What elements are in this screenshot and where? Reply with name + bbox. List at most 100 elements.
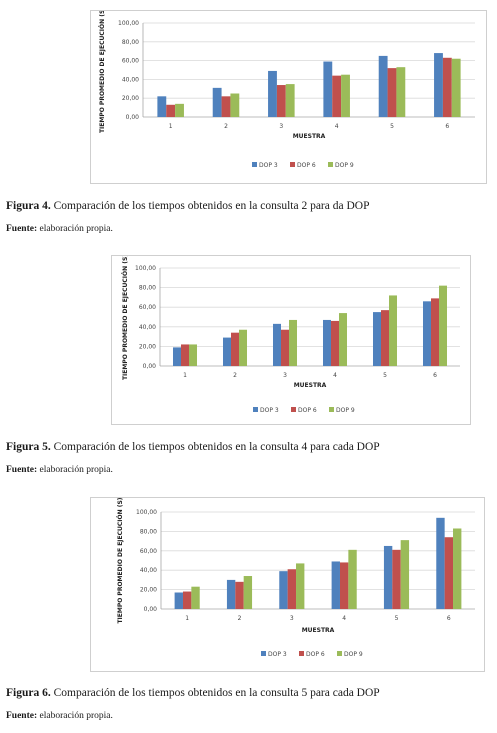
legend-swatch xyxy=(329,407,334,412)
legend-label: DOP 3 xyxy=(259,162,278,169)
y-tick-label: 20,00 xyxy=(139,343,156,350)
chart-figure-5: 0,00 20,00 40,00 60,00 80,00 100,00 1 2 3 4 5 6 MUES… xyxy=(111,255,471,425)
bar-dop9-2 xyxy=(243,576,253,609)
bar-dop3-5 xyxy=(378,55,388,117)
chart-svg-2: 0,00 20,00 40,00 60,00 80,00 100,00 1 2 3 4 5 6 MUES… xyxy=(122,256,460,414)
x-tick-label: 6 xyxy=(445,123,449,130)
x-tick-label: 1 xyxy=(185,615,189,622)
legend-label: DOP 9 xyxy=(344,651,363,658)
bar-dop3-2 xyxy=(226,579,236,609)
legend-swatch xyxy=(290,162,295,167)
bar-dop6-1 xyxy=(181,344,189,366)
x-axis-title: MUESTRA xyxy=(302,627,335,634)
x-tick-label: 4 xyxy=(342,615,346,622)
figure-4-caption: Figura 4. Comparación de los tiempos obt… xyxy=(6,200,369,212)
bar-dop6-6 xyxy=(431,298,439,366)
bar-dop9-6 xyxy=(453,528,462,609)
bar-dop6-5 xyxy=(392,549,401,609)
x-tick-label: 4 xyxy=(335,123,339,130)
y-tick-label: 100,00 xyxy=(135,265,156,272)
bar-dop6-5 xyxy=(387,68,397,117)
bar-dop6-6 xyxy=(442,57,452,117)
bar-dop9-6 xyxy=(451,58,461,117)
bar-dop6-1 xyxy=(166,104,176,117)
figure-6-source-label: Fuente: xyxy=(6,711,38,721)
bar-dop3-4 xyxy=(331,561,340,609)
figure-5-caption-text: Comparación de los tiempos obtenidos en … xyxy=(50,441,380,453)
y-tick-label: 60,00 xyxy=(140,548,157,555)
figure-4-label: Figura 4. xyxy=(6,200,51,212)
figure-6-source-text: elaboración propia. xyxy=(37,711,113,721)
legend-label: DOP 9 xyxy=(336,407,355,414)
bar-dop3-1 xyxy=(173,347,181,366)
legend-label: DOP 6 xyxy=(297,162,316,169)
figure-4-source: Fuente: elaboración propia. xyxy=(6,224,113,234)
bar-dop9-6 xyxy=(439,285,447,366)
figure-5-label: Figura 5. xyxy=(6,441,51,453)
bar-dop3-6 xyxy=(434,53,443,117)
bar-dop3-1 xyxy=(174,592,183,609)
x-tick-label: 6 xyxy=(447,615,451,622)
figure-4-source-label: Fuente: xyxy=(6,224,38,234)
y-tick-label: 40,00 xyxy=(122,76,139,83)
y-tick-label: 80,00 xyxy=(139,285,156,292)
bar-dop6-6 xyxy=(444,537,454,609)
bar-dop3-6 xyxy=(436,517,445,609)
bar-dop9-5 xyxy=(400,540,410,609)
figure-5-source-text: elaboración propia. xyxy=(37,465,113,475)
bar-dop3-2 xyxy=(212,87,222,117)
bar-dop3-3 xyxy=(268,70,277,117)
bar-dop3-4 xyxy=(323,61,333,117)
bar-dop6-5 xyxy=(381,310,389,366)
bar-dop9-1 xyxy=(175,103,184,117)
bar-dop9-1 xyxy=(191,586,200,609)
x-tick-label: 3 xyxy=(290,615,294,622)
legend-swatch xyxy=(299,651,304,656)
bar-dop9-4 xyxy=(348,549,357,609)
bar-dop3-1 xyxy=(157,96,167,117)
bar-dop6-3 xyxy=(287,569,297,609)
legend-label: DOP 3 xyxy=(260,407,279,414)
bar-dop3-5 xyxy=(383,545,393,609)
x-axis-title: MUESTRA xyxy=(294,382,327,389)
x-tick-label: 5 xyxy=(395,615,399,622)
figure-6-caption: Figura 6. Comparación de los tiempos obt… xyxy=(6,687,380,699)
bar-dop9-4 xyxy=(341,74,350,117)
bar-dop9-2 xyxy=(230,93,240,117)
legend-label: DOP 9 xyxy=(335,162,354,169)
figure-6-caption-text: Comparación de los tiempos obtenidos en … xyxy=(50,687,380,699)
bar-dop9-3 xyxy=(289,319,297,366)
bar-dop9-5 xyxy=(389,295,397,366)
x-tick-label: 3 xyxy=(283,372,287,379)
x-tick-label: 3 xyxy=(279,123,283,130)
y-tick-label: 60,00 xyxy=(122,58,139,65)
bar-dop6-3 xyxy=(276,85,286,117)
bar-dop3-3 xyxy=(279,571,288,609)
y-axis-title: TIEMPO PROMEDIO DE EJECUCIÓN (S) xyxy=(99,11,106,133)
y-axis-title: TIEMPO PROMEDIO DE EJECUCIÓN (S) xyxy=(117,498,124,624)
figure-5-source-label: Fuente: xyxy=(6,465,38,475)
figure-4-source-text: elaboración propia. xyxy=(37,224,113,234)
bar-dop3-3 xyxy=(273,323,281,366)
y-tick-label: 100,00 xyxy=(136,509,157,516)
legend-swatch xyxy=(252,162,257,167)
x-tick-label: 2 xyxy=(224,123,228,130)
x-tick-label: 1 xyxy=(169,123,173,130)
x-tick-label: 1 xyxy=(183,372,187,379)
legend-swatch xyxy=(261,651,266,656)
legend-swatch xyxy=(253,407,258,412)
figure-4-caption-text: Comparación de los tiempos obtenidos en … xyxy=(50,200,370,212)
bar-dop9-5 xyxy=(396,67,406,117)
y-tick-label: 0,00 xyxy=(126,114,140,121)
y-tick-label: 40,00 xyxy=(140,567,157,574)
bar-dop6-2 xyxy=(231,332,239,366)
y-tick-label: 0,00 xyxy=(144,606,158,613)
y-tick-label: 40,00 xyxy=(139,324,156,331)
x-axis-title: MUESTRA xyxy=(293,133,326,140)
bar-dop3-6 xyxy=(423,301,431,366)
bar-dop6-4 xyxy=(339,562,349,609)
figure-6-label: Figura 6. xyxy=(6,687,51,699)
bar-dop9-4 xyxy=(339,313,347,366)
chart-figure-4: 0,00 20,00 40,00 60,00 80,00 100,00 1 2 3 4 5 6 MUES… xyxy=(90,10,487,184)
x-tick-label: 6 xyxy=(433,372,437,379)
